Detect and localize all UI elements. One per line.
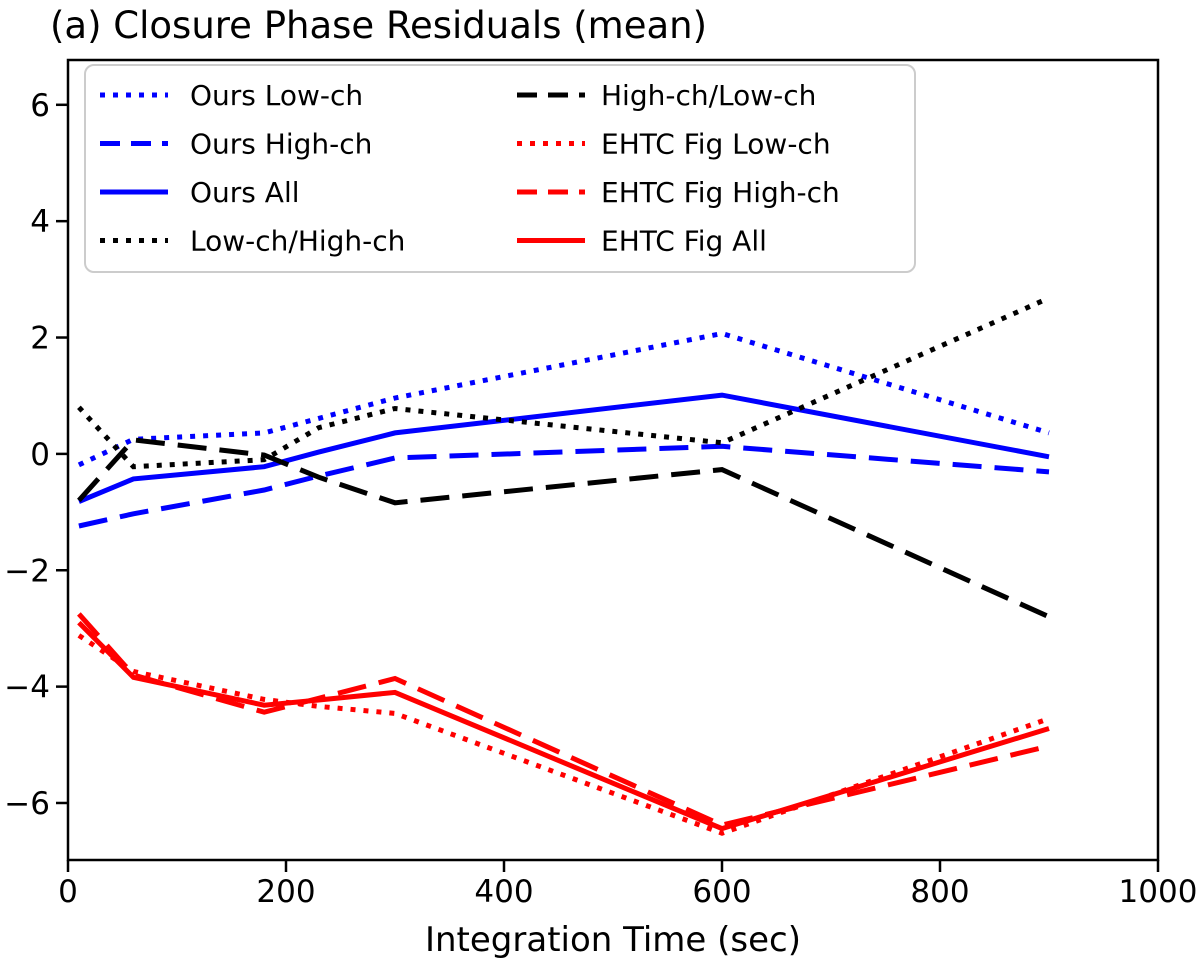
legend-box [84, 64, 916, 273]
series-line-low-ch-high-ch [77, 295, 1051, 470]
x-tick-label-800: 800 [910, 874, 969, 910]
x-tick-label-0: 0 [58, 874, 78, 910]
y-tick-label-6: 6 [30, 88, 50, 124]
legend-label-ehtc-fig-all: EHTC Fig All [601, 225, 767, 258]
y-tick-label-4: 4 [30, 204, 50, 240]
x-tick-label-200: 200 [256, 874, 315, 910]
legend: Ours Low-ch Ours High-ch Ours All Low-ch/Hi… [84, 64, 916, 273]
x-tick-label-600: 600 [692, 874, 751, 910]
series-line-ehtc-fig-all [77, 620, 1050, 832]
chart-title: (a) Closure Phase Residuals (mean) [50, 4, 707, 47]
y-tick-label-−2: −2 [4, 553, 50, 589]
legend-label-high-ch-low-ch: High-ch/Low-ch [601, 79, 816, 112]
series-line-ehtc-fig-low-ch [77, 633, 1050, 836]
legend-label-ours-low-ch: Ours Low-ch [190, 79, 363, 112]
legend-label-ours-all: Ours All [190, 176, 300, 209]
plot-area: 0 200 400 600 800 1000 6 4 2 0 −2 −4 −6 [4, 58, 1196, 910]
series-line-ehtc-fig-high-ch [77, 612, 1050, 828]
legend-label-ours-high-ch: Ours High-ch [190, 128, 372, 161]
y-tick-label-−4: −4 [4, 670, 50, 706]
y-tick-label-−6: −6 [4, 786, 50, 822]
plot-frame [66, 58, 1160, 862]
y-tick-label-2: 2 [30, 321, 50, 357]
x-tick-label-1000: 1000 [1119, 874, 1196, 910]
x-axis-label: Integration Time (sec) [425, 920, 801, 960]
x-tick-label-400: 400 [474, 874, 533, 910]
legend-label-ehtc-fig-high-ch: EHTC Fig High-ch [601, 176, 840, 209]
y-tick-label-0: 0 [30, 437, 50, 473]
legend-label-low-ch-high-ch: Low-ch/High-ch [190, 225, 405, 258]
series-line-ours-low-ch [77, 330, 1050, 468]
series-line-ours-all [77, 392, 1050, 504]
legend-label-ehtc-fig-low-ch: EHTC Fig Low-ch [601, 128, 831, 161]
series-line-high-ch-low-ch [77, 437, 1051, 620]
series-line-ours-high-ch [78, 443, 1050, 529]
